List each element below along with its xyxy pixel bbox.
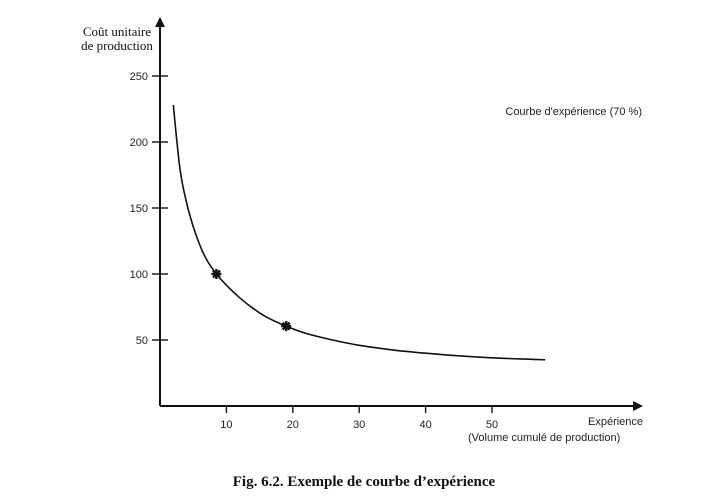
x-tick-label: 20 bbox=[287, 419, 299, 431]
y-tick-label: 50 bbox=[136, 335, 148, 347]
figure-caption: Fig. 6.2. Exemple de courbe d’expérience bbox=[232, 474, 496, 490]
y-axis-label-line2: de production bbox=[81, 38, 153, 53]
x-tick-label: 30 bbox=[353, 419, 365, 431]
y-axis-label-line1: Coût unitaire bbox=[82, 24, 152, 39]
y-tick-label: 150 bbox=[130, 203, 148, 215]
x-axis-label-line2: (Volume cumulé de production) bbox=[468, 432, 621, 444]
data-markers bbox=[211, 269, 292, 332]
y-tick-label: 100 bbox=[130, 269, 148, 281]
y-tick-label: 250 bbox=[130, 71, 148, 83]
x-tick-label: 10 bbox=[220, 419, 232, 431]
x-axis-label-line1: Expérience bbox=[588, 416, 644, 428]
series-line bbox=[172, 104, 546, 361]
legend-label: Courbe d'expérience (70 %) bbox=[505, 106, 642, 118]
axis-ticks: 10 20 30 40 50 50 100 150 200 250 bbox=[130, 71, 498, 431]
x-tick-label: 40 bbox=[419, 419, 431, 431]
y-tick-label: 200 bbox=[130, 137, 148, 149]
data-point-marker bbox=[281, 321, 292, 332]
x-tick-label: 50 bbox=[486, 419, 498, 431]
data-point-marker bbox=[211, 269, 222, 279]
